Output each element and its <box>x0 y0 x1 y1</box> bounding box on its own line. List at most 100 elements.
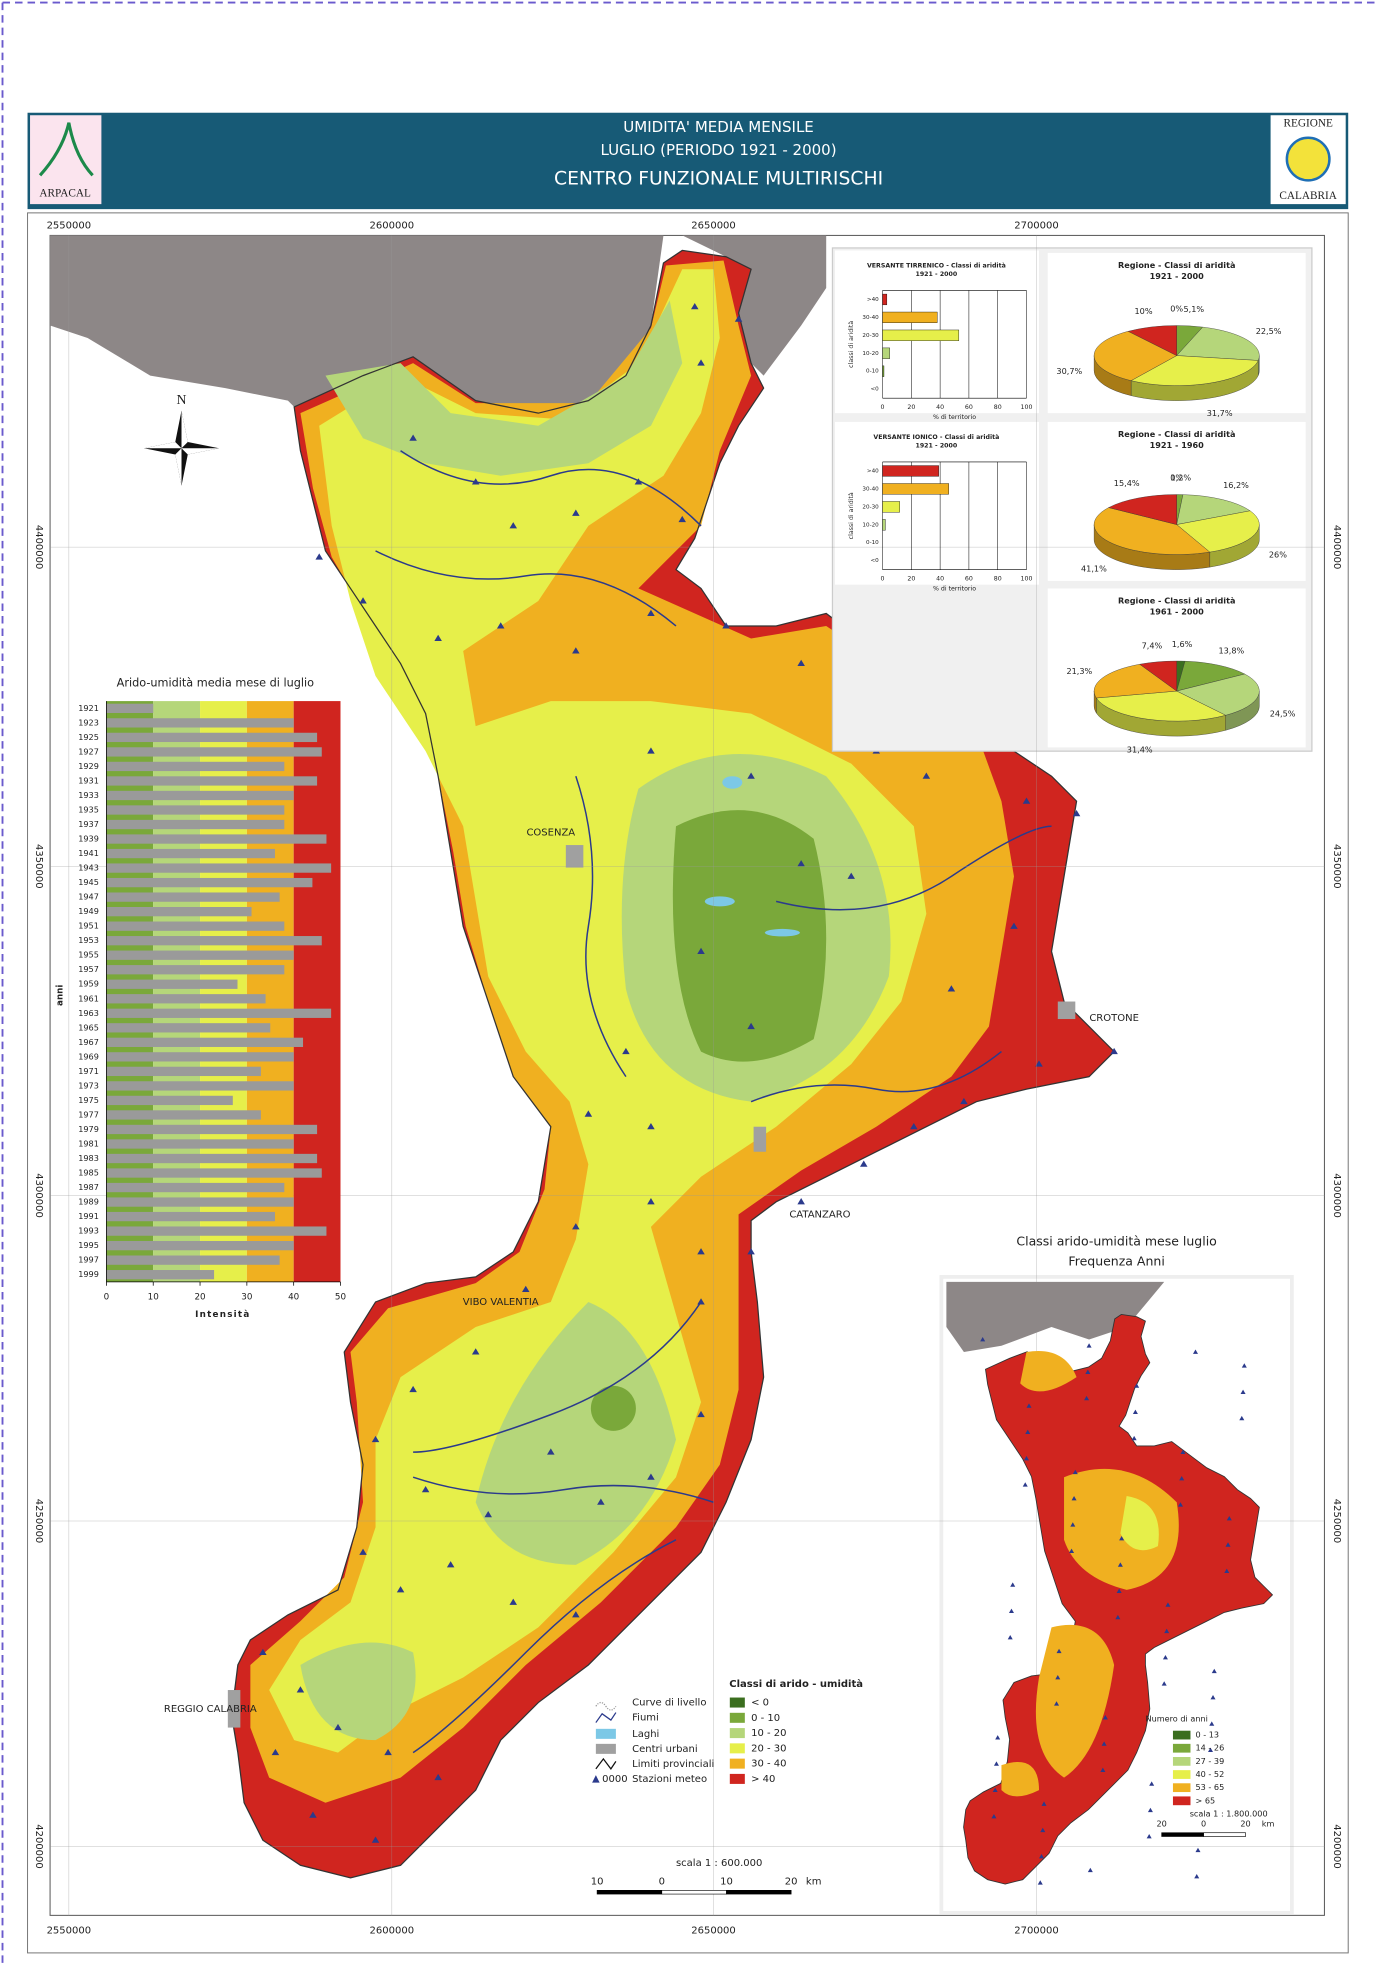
x-tick-label: 10 <box>148 1292 159 1302</box>
station <box>1010 922 1018 929</box>
legend-label: 27 - 39 <box>1195 1756 1224 1766</box>
coord-label: 4350000 <box>1331 844 1342 889</box>
x-axis-label: Intensità <box>195 1310 250 1320</box>
inset-station <box>1087 1867 1093 1873</box>
inset-station <box>1037 1880 1043 1885</box>
legend-symbol <box>595 1743 616 1754</box>
y-tick-label: <0 <box>870 558 879 564</box>
class-band <box>153 701 201 1282</box>
legend-code: 0000 <box>602 1774 627 1785</box>
station <box>859 1160 868 1167</box>
pie-slice <box>1176 494 1251 525</box>
inset-station <box>1239 1415 1245 1421</box>
station <box>647 609 655 616</box>
coord-label: 4200000 <box>33 1824 44 1869</box>
bar <box>106 1168 322 1178</box>
coord-label: 2550000 <box>47 1925 92 1936</box>
chart-title: Regione - Classi di aridità <box>1118 595 1235 605</box>
inset-station <box>1086 1343 1092 1348</box>
inset-station <box>1040 1827 1046 1833</box>
inset-station <box>1008 1608 1014 1614</box>
scale-segment <box>1203 1832 1246 1837</box>
bar <box>106 1197 294 1207</box>
inset-station <box>1226 1516 1232 1521</box>
pie-slice <box>1176 510 1260 553</box>
scale-segment <box>596 1890 663 1895</box>
bar <box>106 776 318 786</box>
station <box>1035 1060 1043 1067</box>
inset-station <box>1072 1469 1078 1475</box>
y-tick-label: 1995 <box>78 1240 99 1250</box>
river <box>375 550 677 627</box>
y-tick-label: 1959 <box>78 979 99 989</box>
y-tick-label: <0 <box>870 387 879 393</box>
bar <box>106 1240 294 1251</box>
coord-label: 4400000 <box>33 525 44 570</box>
pie-slice <box>1139 660 1177 692</box>
chart-title: VERSANTE IONICO - Classi di aridità <box>873 433 999 441</box>
station <box>334 1723 342 1731</box>
x-tick-label: 50 <box>335 1292 346 1302</box>
urban-area <box>1057 1001 1076 1020</box>
coord-label: 4350000 <box>33 844 44 889</box>
chart-title: Regione - Classi di aridità <box>1118 429 1235 439</box>
station <box>572 509 580 516</box>
station <box>622 1047 630 1055</box>
y-tick-label: 1927 <box>78 746 99 756</box>
pie-label: 24,5% <box>1270 708 1296 718</box>
inset-station <box>1101 1741 1107 1746</box>
bar <box>106 877 313 888</box>
y-tick-label: 10-20 <box>862 351 879 357</box>
pie-label: 13,8% <box>1218 645 1244 655</box>
bar <box>106 1066 261 1077</box>
legend-label: > 40 <box>751 1774 775 1785</box>
bar <box>106 1081 294 1091</box>
inset-station <box>991 1813 997 1819</box>
legend-label: Limiti provinciali <box>632 1759 714 1770</box>
scale-unit: km <box>1262 1818 1275 1828</box>
y-tick-label: 1935 <box>78 804 99 814</box>
river <box>412 1476 714 1503</box>
legend-symbol <box>595 1757 617 1770</box>
pie-label: 15,4% <box>1114 478 1140 488</box>
coord-label: 2550000 <box>47 220 92 231</box>
zone-light-green <box>325 300 683 476</box>
class-band <box>200 701 247 1282</box>
place-label: COSENZA <box>526 828 575 839</box>
y-tick-label: 1929 <box>78 761 99 771</box>
coord-label: 4300000 <box>33 1173 44 1218</box>
pie-slice <box>1130 355 1259 386</box>
river <box>400 450 702 527</box>
station <box>471 1348 480 1355</box>
coord-label: 2600000 <box>370 1925 415 1936</box>
station <box>797 659 805 667</box>
scale-label: scala 1 : 1.800.000 <box>1190 1808 1268 1818</box>
y-tick-label: 1993 <box>78 1226 99 1236</box>
scale-tick: 0 <box>1201 1818 1206 1828</box>
legend-label: 0 - 13 <box>1195 1730 1219 1740</box>
station <box>309 1811 317 1818</box>
inset-station <box>1210 1695 1216 1700</box>
y-tick-label: 1931 <box>78 775 99 785</box>
pie-slice <box>1108 494 1177 525</box>
bar <box>106 1110 261 1120</box>
station <box>647 747 655 754</box>
inset-station <box>1084 1395 1090 1401</box>
coord-label: 2700000 <box>1014 1925 1059 1936</box>
coord-label: 4250000 <box>1331 1499 1342 1544</box>
inset-station <box>1100 1767 1106 1773</box>
station <box>409 1385 417 1393</box>
inset-station <box>1224 1568 1230 1573</box>
inset-station <box>1240 1389 1246 1394</box>
y-tick-label: 1991 <box>78 1211 99 1221</box>
y-tick-label: 1987 <box>78 1182 99 1192</box>
coord-label: 4300000 <box>1331 1173 1342 1218</box>
station <box>691 303 699 310</box>
pie-label: 41,1% <box>1081 564 1107 574</box>
y-tick-label: 1921 <box>78 703 99 713</box>
logo-text: REGIONE <box>1283 118 1332 130</box>
coord-label: 2600000 <box>370 220 415 231</box>
station <box>409 434 417 441</box>
